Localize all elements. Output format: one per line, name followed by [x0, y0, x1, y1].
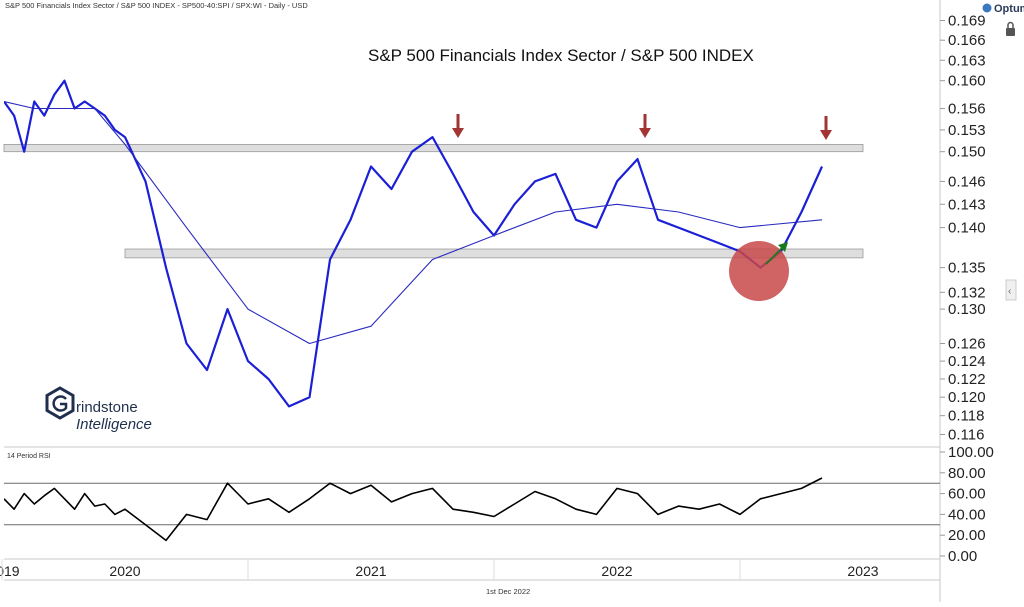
chart-description: S&P 500 Financials Index Sector / S&P 50… [5, 1, 308, 10]
x-tick-label-3: 2022 [601, 563, 632, 579]
optuma-logo-icon [983, 4, 992, 13]
y-tick-label-15: 0.122 [948, 371, 986, 388]
y-tick-label-9: 0.140 [948, 220, 986, 237]
footer-date: 1st Dec 2022 [486, 587, 530, 596]
price-axis: 0.169 0.166 0.163 0.160 0.156 0.153 0.150 0.146… [940, 12, 986, 443]
x-tick-label-2: 2021 [355, 563, 386, 579]
y-tick-label-5: 0.153 [948, 122, 986, 139]
y-tick-label-8: 0.143 [948, 196, 986, 213]
optuma-brand: Optuma [983, 3, 1024, 15]
rsi-tick-label-2: 60.00 [948, 486, 986, 503]
y-tick-label-3: 0.160 [948, 73, 986, 90]
panel-collapse-handle[interactable]: ‹ [1006, 280, 1016, 300]
y-tick-label-6: 0.150 [948, 144, 986, 161]
price-ratio-line [4, 81, 822, 407]
x-tick-label-0: 2019 [0, 563, 20, 579]
y-tick-label-16: 0.120 [948, 389, 986, 406]
logo-text-line2: Intelligence [76, 416, 152, 433]
resistance-arrow-2 [639, 114, 651, 138]
optuma-brand-text: Optuma [994, 3, 1024, 15]
resistance-arrow-1 [452, 114, 464, 138]
x-tick-label-4: 2023 [847, 563, 878, 579]
svg-text:‹: ‹ [1008, 286, 1011, 297]
main-series-group [4, 81, 822, 407]
y-tick-label-13: 0.126 [948, 336, 986, 353]
rsi-line [4, 478, 822, 540]
y-tick-label-10: 0.135 [948, 260, 986, 277]
y-tick-label-12: 0.130 [948, 301, 986, 318]
rsi-tick-label-1: 80.00 [948, 465, 986, 482]
resistance-support-bands [4, 144, 863, 257]
rsi-tick-label-3: 40.00 [948, 506, 986, 523]
resistance-arrow-3 [820, 116, 832, 140]
rsi-tick-label-5: 0.00 [948, 548, 977, 565]
y-tick-label-1: 0.166 [948, 32, 986, 49]
logo-text-line1: rindstone [76, 399, 138, 416]
y-tick-label-11: 0.132 [948, 284, 986, 301]
moving-average-line [4, 102, 822, 344]
y-tick-label-14: 0.124 [948, 353, 986, 370]
x-tick-label-1: 2020 [109, 563, 140, 579]
band-1 [4, 144, 863, 151]
y-tick-label-18: 0.116 [948, 426, 984, 443]
grindstone-logo: rindstone Intelligence [47, 388, 152, 433]
lock-icon[interactable] [1006, 23, 1015, 37]
y-tick-label-0: 0.169 [948, 12, 986, 29]
rsi-tick-label-0: 100.00 [948, 444, 994, 461]
chart-title: S&P 500 Financials Index Sector / S&P 50… [368, 46, 754, 65]
y-tick-label-7: 0.146 [948, 173, 986, 190]
y-tick-label-17: 0.118 [948, 408, 984, 425]
time-axis: 2019 2020 2021 2022 2023 [0, 559, 879, 580]
y-tick-label-4: 0.156 [948, 101, 986, 118]
rsi-title: 14 Period RSI [7, 453, 51, 460]
rsi-tick-label-4: 20.00 [948, 527, 986, 544]
y-tick-label-2: 0.163 [948, 52, 986, 69]
rsi-series-group [4, 478, 822, 540]
rsi-axis: 100.00 80.00 60.00 40.00 20.00 0.00 [940, 444, 994, 565]
